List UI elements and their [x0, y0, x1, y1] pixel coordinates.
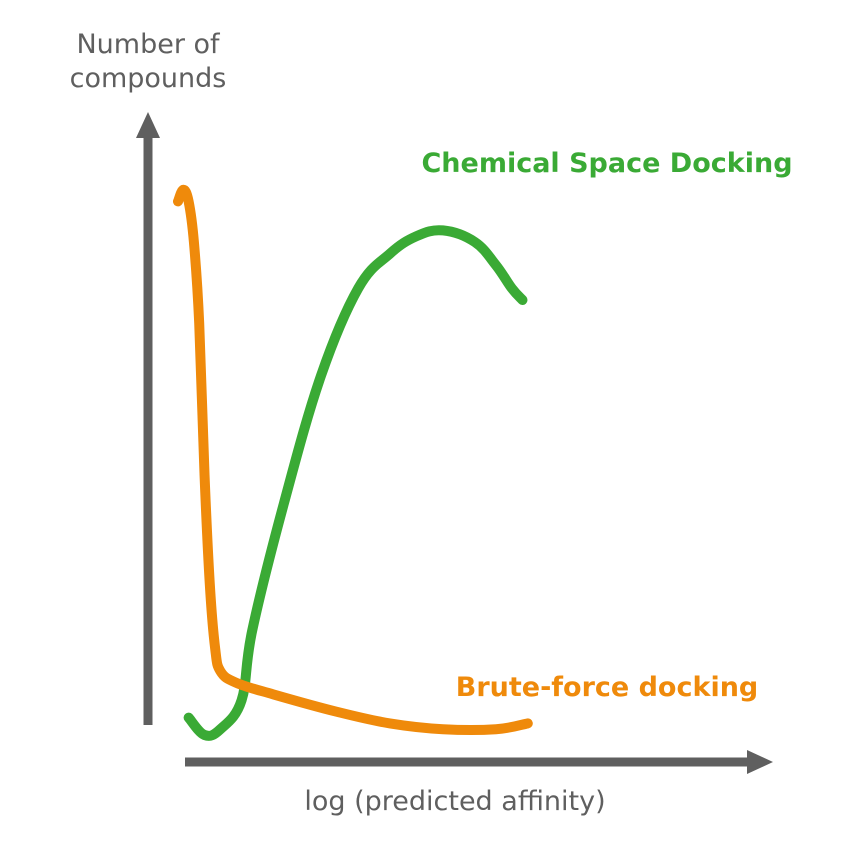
x-axis-label: log (predicted affinity) [304, 786, 605, 817]
x-axis-arrowhead [747, 750, 773, 774]
series-layer [173, 184, 533, 741]
y-axis [136, 112, 160, 725]
series-line-chemical-space-docking [183, 225, 528, 741]
series-label-chemical-space-docking: Chemical Space Docking [421, 148, 792, 179]
series-line-brute-force-docking [173, 184, 533, 735]
y-axis-label-line-2: compounds [70, 63, 227, 94]
y-axis-arrowhead [136, 112, 160, 138]
series-label-brute-force-docking: Brute-force docking [456, 672, 759, 703]
y-axis-label-line-1: Number of [76, 29, 221, 60]
x-axis [185, 750, 773, 774]
